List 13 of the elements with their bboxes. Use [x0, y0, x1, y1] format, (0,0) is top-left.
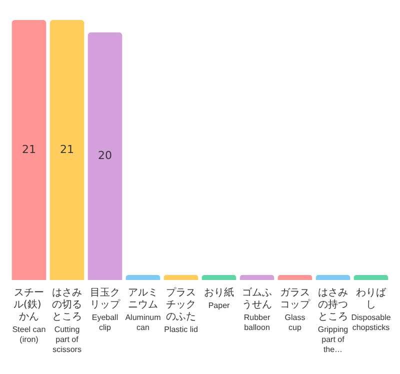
x-tick-label: ゴムふうせん Rubber balloon: [242, 286, 272, 332]
x-tick-label: はさみの切るところ Cutting part of scissors: [52, 288, 82, 354]
data-label: 20: [98, 149, 112, 162]
x-tick-label: プラスチックのふた Plastic lid: [164, 286, 198, 334]
data-label: 21: [60, 142, 74, 156]
x-tick-label: おり紙 Paper: [204, 286, 234, 310]
x-tick-label: アルミニウム Aluminum can: [125, 288, 162, 332]
x-tick-label: スチール(鉄) かん Steel can (iron): [12, 288, 46, 344]
x-tick-label: ガラスコップ Glass cup: [280, 288, 311, 332]
x-tick-label: わりばし Disposable chopsticks: [351, 288, 392, 332]
x-tick-label: はさみの持つところ Gripping part of the…: [318, 288, 348, 354]
x-tick-label: 目玉クリップ Eyeball clip: [90, 288, 121, 332]
data-label: 21: [22, 142, 36, 156]
